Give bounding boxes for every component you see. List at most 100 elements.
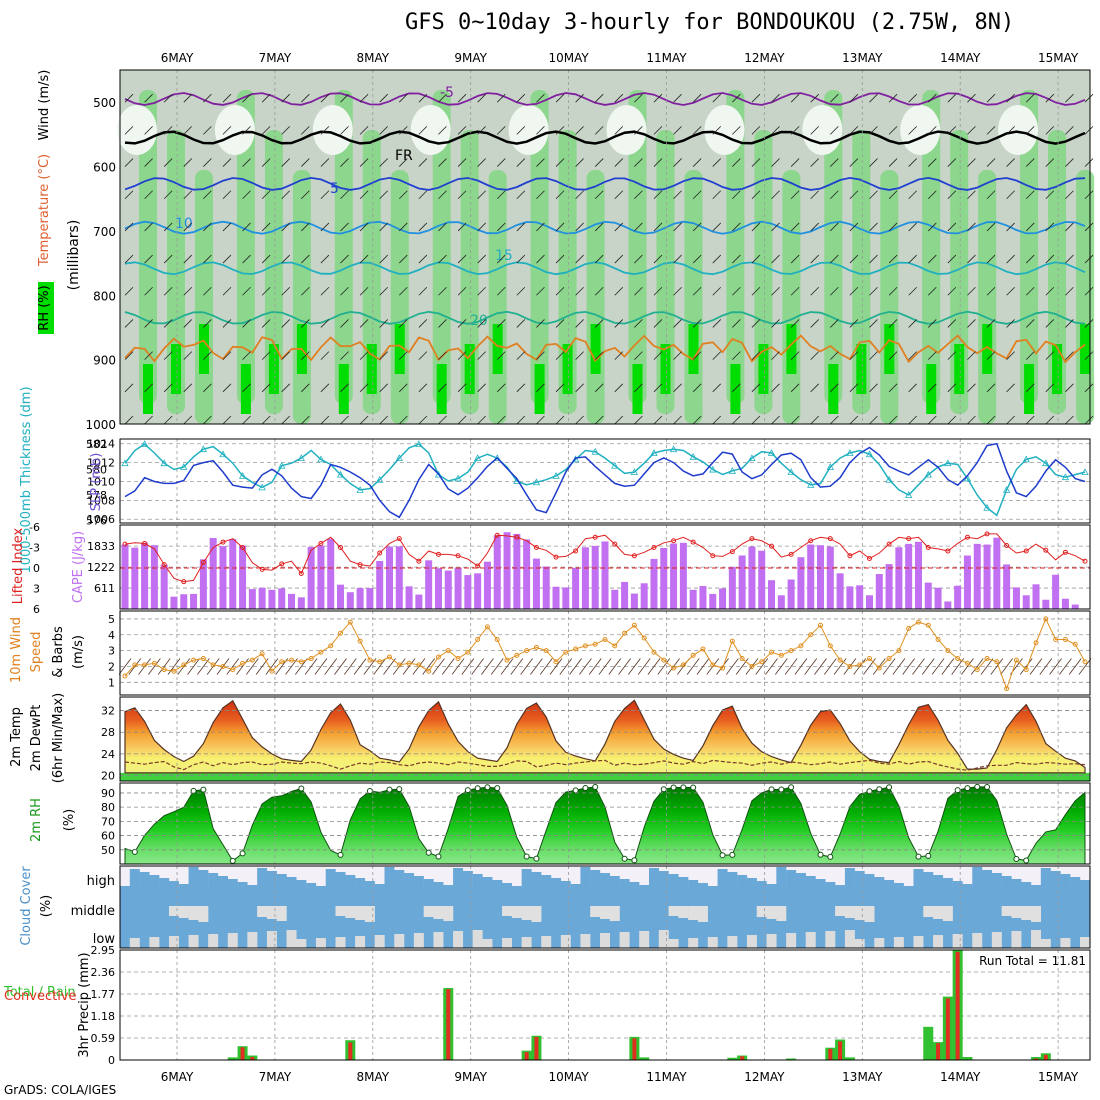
- cape-bar: [885, 564, 893, 609]
- wind-barb: [477, 319, 486, 328]
- wind-speed-marker: [289, 657, 295, 663]
- cape-bar: [591, 545, 599, 609]
- wind-speed-marker: [533, 644, 539, 650]
- pressure-tick: 1000: [85, 418, 116, 432]
- cape-bar: [503, 532, 511, 609]
- thickness-marker: [767, 449, 776, 456]
- wind-barb: [830, 383, 839, 393]
- precip-convective-bar: [1034, 1058, 1039, 1060]
- cape-bar: [141, 542, 149, 609]
- wind-barb: [947, 93, 957, 103]
- rh-shading: [390, 170, 409, 424]
- wind-axis-label: Wind (m/s): [37, 70, 52, 141]
- rh-shading: [982, 324, 993, 374]
- lifted-index-marker: [671, 538, 677, 544]
- lifted-index-marker: [259, 566, 265, 572]
- date-label-top: 14MAY: [940, 51, 981, 65]
- lifted-index-marker: [631, 553, 637, 559]
- thickness-marker: [826, 463, 834, 470]
- cloud-high-cell: [639, 885, 650, 891]
- wind-barb: [418, 319, 428, 328]
- date-label-bottom: 12MAY: [744, 1070, 785, 1084]
- cloud-low-cell: [188, 935, 199, 948]
- wind-barb: [516, 222, 526, 232]
- rh2m-marker: [866, 788, 873, 795]
- wind-barb-10m: [559, 658, 573, 675]
- wind-barb: [163, 158, 173, 167]
- cloud-high-cell: [658, 871, 669, 891]
- precip-axis-label: 3hr Precip (mm): [77, 952, 92, 1057]
- wind-barb: [1084, 158, 1094, 167]
- wind-speed-marker: [445, 648, 451, 654]
- cape-bar: [650, 558, 658, 609]
- wind-barb-10m: [775, 658, 788, 675]
- wind-barb: [301, 222, 310, 232]
- cloud-high-cell: [825, 882, 836, 891]
- wind-barb: [281, 415, 291, 425]
- wind-barb-10m: [951, 658, 964, 675]
- cape-bar: [483, 561, 491, 609]
- wind-tick: 4: [108, 629, 115, 642]
- rh2m-marker: [915, 853, 922, 860]
- wind-barb: [536, 351, 545, 360]
- wind-barb-10m: [236, 658, 249, 675]
- wind-barb-10m: [402, 658, 416, 675]
- wind-barb: [751, 93, 761, 103]
- wind-barb: [908, 319, 917, 328]
- wind-barb: [986, 158, 996, 167]
- wind-barb: [771, 190, 780, 200]
- wind-barb: [712, 286, 722, 296]
- rh-shading: [334, 90, 353, 404]
- cape-bar: [1003, 564, 1011, 609]
- cloud-low-cell: [893, 937, 904, 948]
- rh2m-marker: [572, 787, 579, 794]
- cloud-low-cell: [413, 933, 424, 948]
- wind-barb: [320, 190, 330, 200]
- rh-shading: [754, 130, 773, 414]
- rh-shading: [786, 324, 797, 374]
- wind-barb: [1065, 190, 1074, 200]
- rh-shading: [590, 324, 601, 374]
- cloud-middle-cell: [531, 906, 542, 922]
- wind-barb: [888, 126, 898, 135]
- rh-shading: [214, 105, 255, 155]
- cloud-low-cell: [355, 936, 366, 948]
- wind-barb: [692, 158, 702, 167]
- wind-speed-marker: [338, 630, 344, 636]
- wind-barb: [281, 351, 291, 360]
- cloud-high-cell: [972, 867, 983, 891]
- cape-bar: [797, 557, 805, 609]
- wind-barb-10m: [1059, 658, 1072, 675]
- cloud-high-cell: [1001, 876, 1012, 891]
- cape-bar: [474, 573, 482, 609]
- wind-barb-10m: [343, 658, 357, 675]
- cloud-high-cell: [355, 878, 366, 891]
- wind-barb: [692, 319, 702, 328]
- wind-barb-10m: [1039, 658, 1053, 675]
- cloud-high-cell: [844, 868, 855, 891]
- wind-barb: [947, 126, 957, 135]
- thickness-marker: [1002, 486, 1011, 493]
- temp-tick: 32: [101, 705, 115, 718]
- wind-barb: [301, 93, 310, 103]
- wind-barb: [849, 93, 859, 103]
- wind-barb: [340, 351, 349, 360]
- wind-barb: [732, 351, 741, 360]
- cloud-high-cell: [198, 870, 209, 891]
- rh2m-marker: [337, 851, 344, 858]
- precip-panel: [119, 949, 1091, 1061]
- precip-convective-bar: [955, 951, 960, 1060]
- cloud-high-cell: [482, 877, 493, 891]
- precip-convective-bar: [936, 1043, 941, 1060]
- slp-line: [124, 442, 1086, 519]
- wind-barb: [653, 415, 663, 425]
- wind-barb: [359, 126, 369, 135]
- cloud-low-cell: [933, 935, 944, 948]
- wind-speed-marker: [553, 659, 559, 665]
- wind-barb: [203, 254, 212, 264]
- wind-barb: [908, 190, 917, 200]
- isotherm-line: [124, 261, 1086, 276]
- thickness-marker: [944, 459, 952, 467]
- wind-barb: [203, 383, 212, 393]
- wind-barb: [457, 222, 467, 232]
